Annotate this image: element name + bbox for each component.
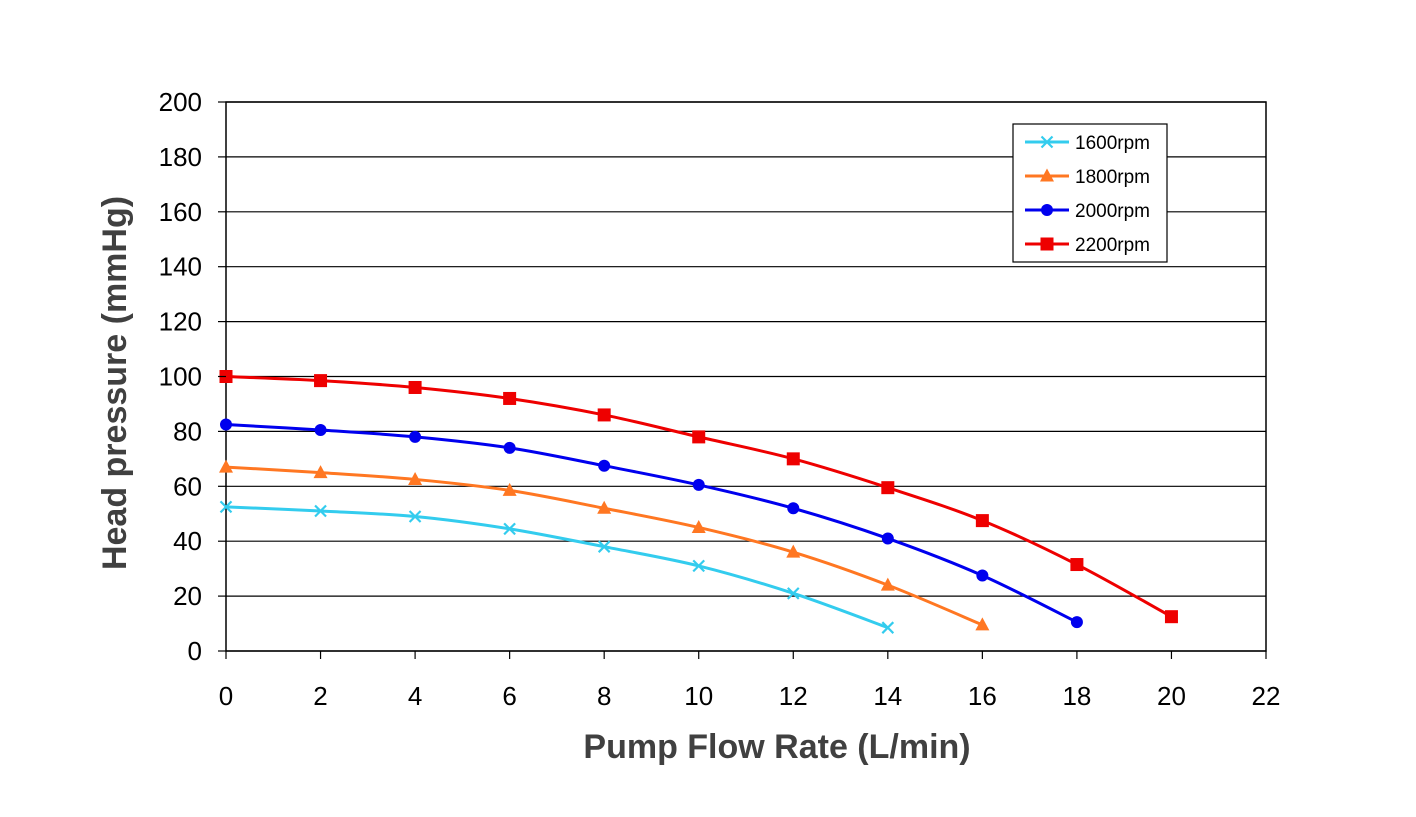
- y-tick-label: 60: [173, 471, 202, 501]
- data-point: [409, 430, 422, 443]
- data-point: [598, 459, 611, 472]
- series-2200rpm: [219, 370, 1178, 624]
- data-point: [786, 587, 800, 600]
- data-point: [692, 559, 706, 573]
- series-1600rpm: [219, 500, 895, 634]
- x-tick-label: 8: [597, 681, 611, 711]
- x-tick-label: 10: [684, 681, 713, 711]
- legend-box: [1012, 123, 1168, 263]
- series-line: [225, 505, 889, 630]
- y-tick-label: 140: [159, 252, 202, 282]
- y-tick-label: 160: [159, 197, 202, 227]
- data-point: [1070, 616, 1083, 629]
- legend-swatch-marker: [1040, 237, 1054, 251]
- data-point: [597, 408, 611, 422]
- data-point: [1164, 610, 1178, 624]
- series-line: [225, 423, 1078, 624]
- data-point: [408, 380, 422, 394]
- x-tick-label: 4: [408, 681, 422, 711]
- y-tick-label: 100: [159, 362, 202, 392]
- data-point: [881, 532, 894, 545]
- data-point: [597, 500, 612, 514]
- y-tick-label: 200: [159, 87, 202, 117]
- legend-swatch-marker: [1040, 135, 1054, 149]
- y-tick-label: 180: [159, 142, 202, 172]
- data-point: [314, 374, 328, 388]
- data-point: [408, 471, 423, 485]
- legend-item: 1800rpm: [1025, 167, 1150, 188]
- data-point: [692, 478, 705, 491]
- data-point: [503, 522, 516, 536]
- x-axis-ticks: 0 2 4 6 8 10 12 14 16 18 20 22: [219, 651, 1281, 711]
- series-group: [219, 370, 1178, 634]
- data-point: [786, 452, 800, 466]
- data-point: [220, 418, 232, 431]
- legend-item: 2000rpm: [1025, 201, 1150, 222]
- y-tick-label: 0: [188, 636, 202, 666]
- data-point: [313, 465, 328, 479]
- legend: 1600rpm 1800rpm 2000rpm 2200rpm: [1012, 123, 1168, 263]
- y-axis-ticks: 0 20 40 60 80 100 120 140 160 180 200: [159, 87, 226, 666]
- data-point: [976, 569, 989, 582]
- y-tick-label: 120: [159, 307, 202, 337]
- data-point: [314, 424, 327, 437]
- data-point: [503, 441, 516, 454]
- data-point: [408, 510, 422, 523]
- legend-label: 2000rpm: [1075, 201, 1150, 222]
- x-tick-label: 16: [968, 681, 997, 711]
- data-point: [219, 500, 233, 514]
- x-tick-label: 0: [219, 681, 233, 711]
- legend-label: 1600rpm: [1075, 133, 1150, 154]
- x-tick-label: 6: [502, 681, 516, 711]
- data-point: [975, 514, 989, 528]
- data-point: [314, 504, 327, 518]
- x-axis-title: Pump Flow Rate (L/min): [583, 728, 970, 766]
- y-tick-label: 80: [173, 416, 202, 446]
- data-point: [880, 577, 895, 591]
- data-point: [502, 482, 517, 496]
- data-point: [597, 540, 611, 553]
- series-line: [225, 375, 1173, 619]
- x-tick-label: 12: [779, 681, 808, 711]
- legend-swatch-marker: [1040, 168, 1054, 182]
- data-point: [692, 430, 706, 444]
- x-tick-label: 20: [1157, 681, 1186, 711]
- data-point: [219, 459, 233, 473]
- y-axis-title: Head pressure (mmHg): [96, 196, 134, 570]
- y-tick-label: 40: [173, 526, 202, 556]
- legend-swatch-marker: [1041, 204, 1053, 216]
- y-tick-label: 20: [173, 581, 202, 611]
- legend-label: 2200rpm: [1075, 235, 1150, 256]
- x-tick-label: 22: [1252, 681, 1281, 711]
- series-2000rpm: [220, 418, 1083, 629]
- data-point: [787, 502, 800, 515]
- data-point: [691, 519, 706, 533]
- data-point: [503, 391, 517, 405]
- data-point: [786, 544, 801, 558]
- data-point: [881, 621, 895, 634]
- legend-item: 1600rpm: [1025, 133, 1150, 154]
- data-point: [881, 481, 895, 495]
- data-point: [975, 617, 990, 631]
- legend-item: 2200rpm: [1025, 235, 1150, 256]
- series-1800rpm: [219, 459, 990, 631]
- x-tick-label: 18: [1062, 681, 1091, 711]
- x-tick-label: 14: [873, 681, 902, 711]
- legend-label: 1800rpm: [1075, 167, 1150, 188]
- data-point: [1070, 558, 1084, 572]
- x-tick-label: 2: [313, 681, 327, 711]
